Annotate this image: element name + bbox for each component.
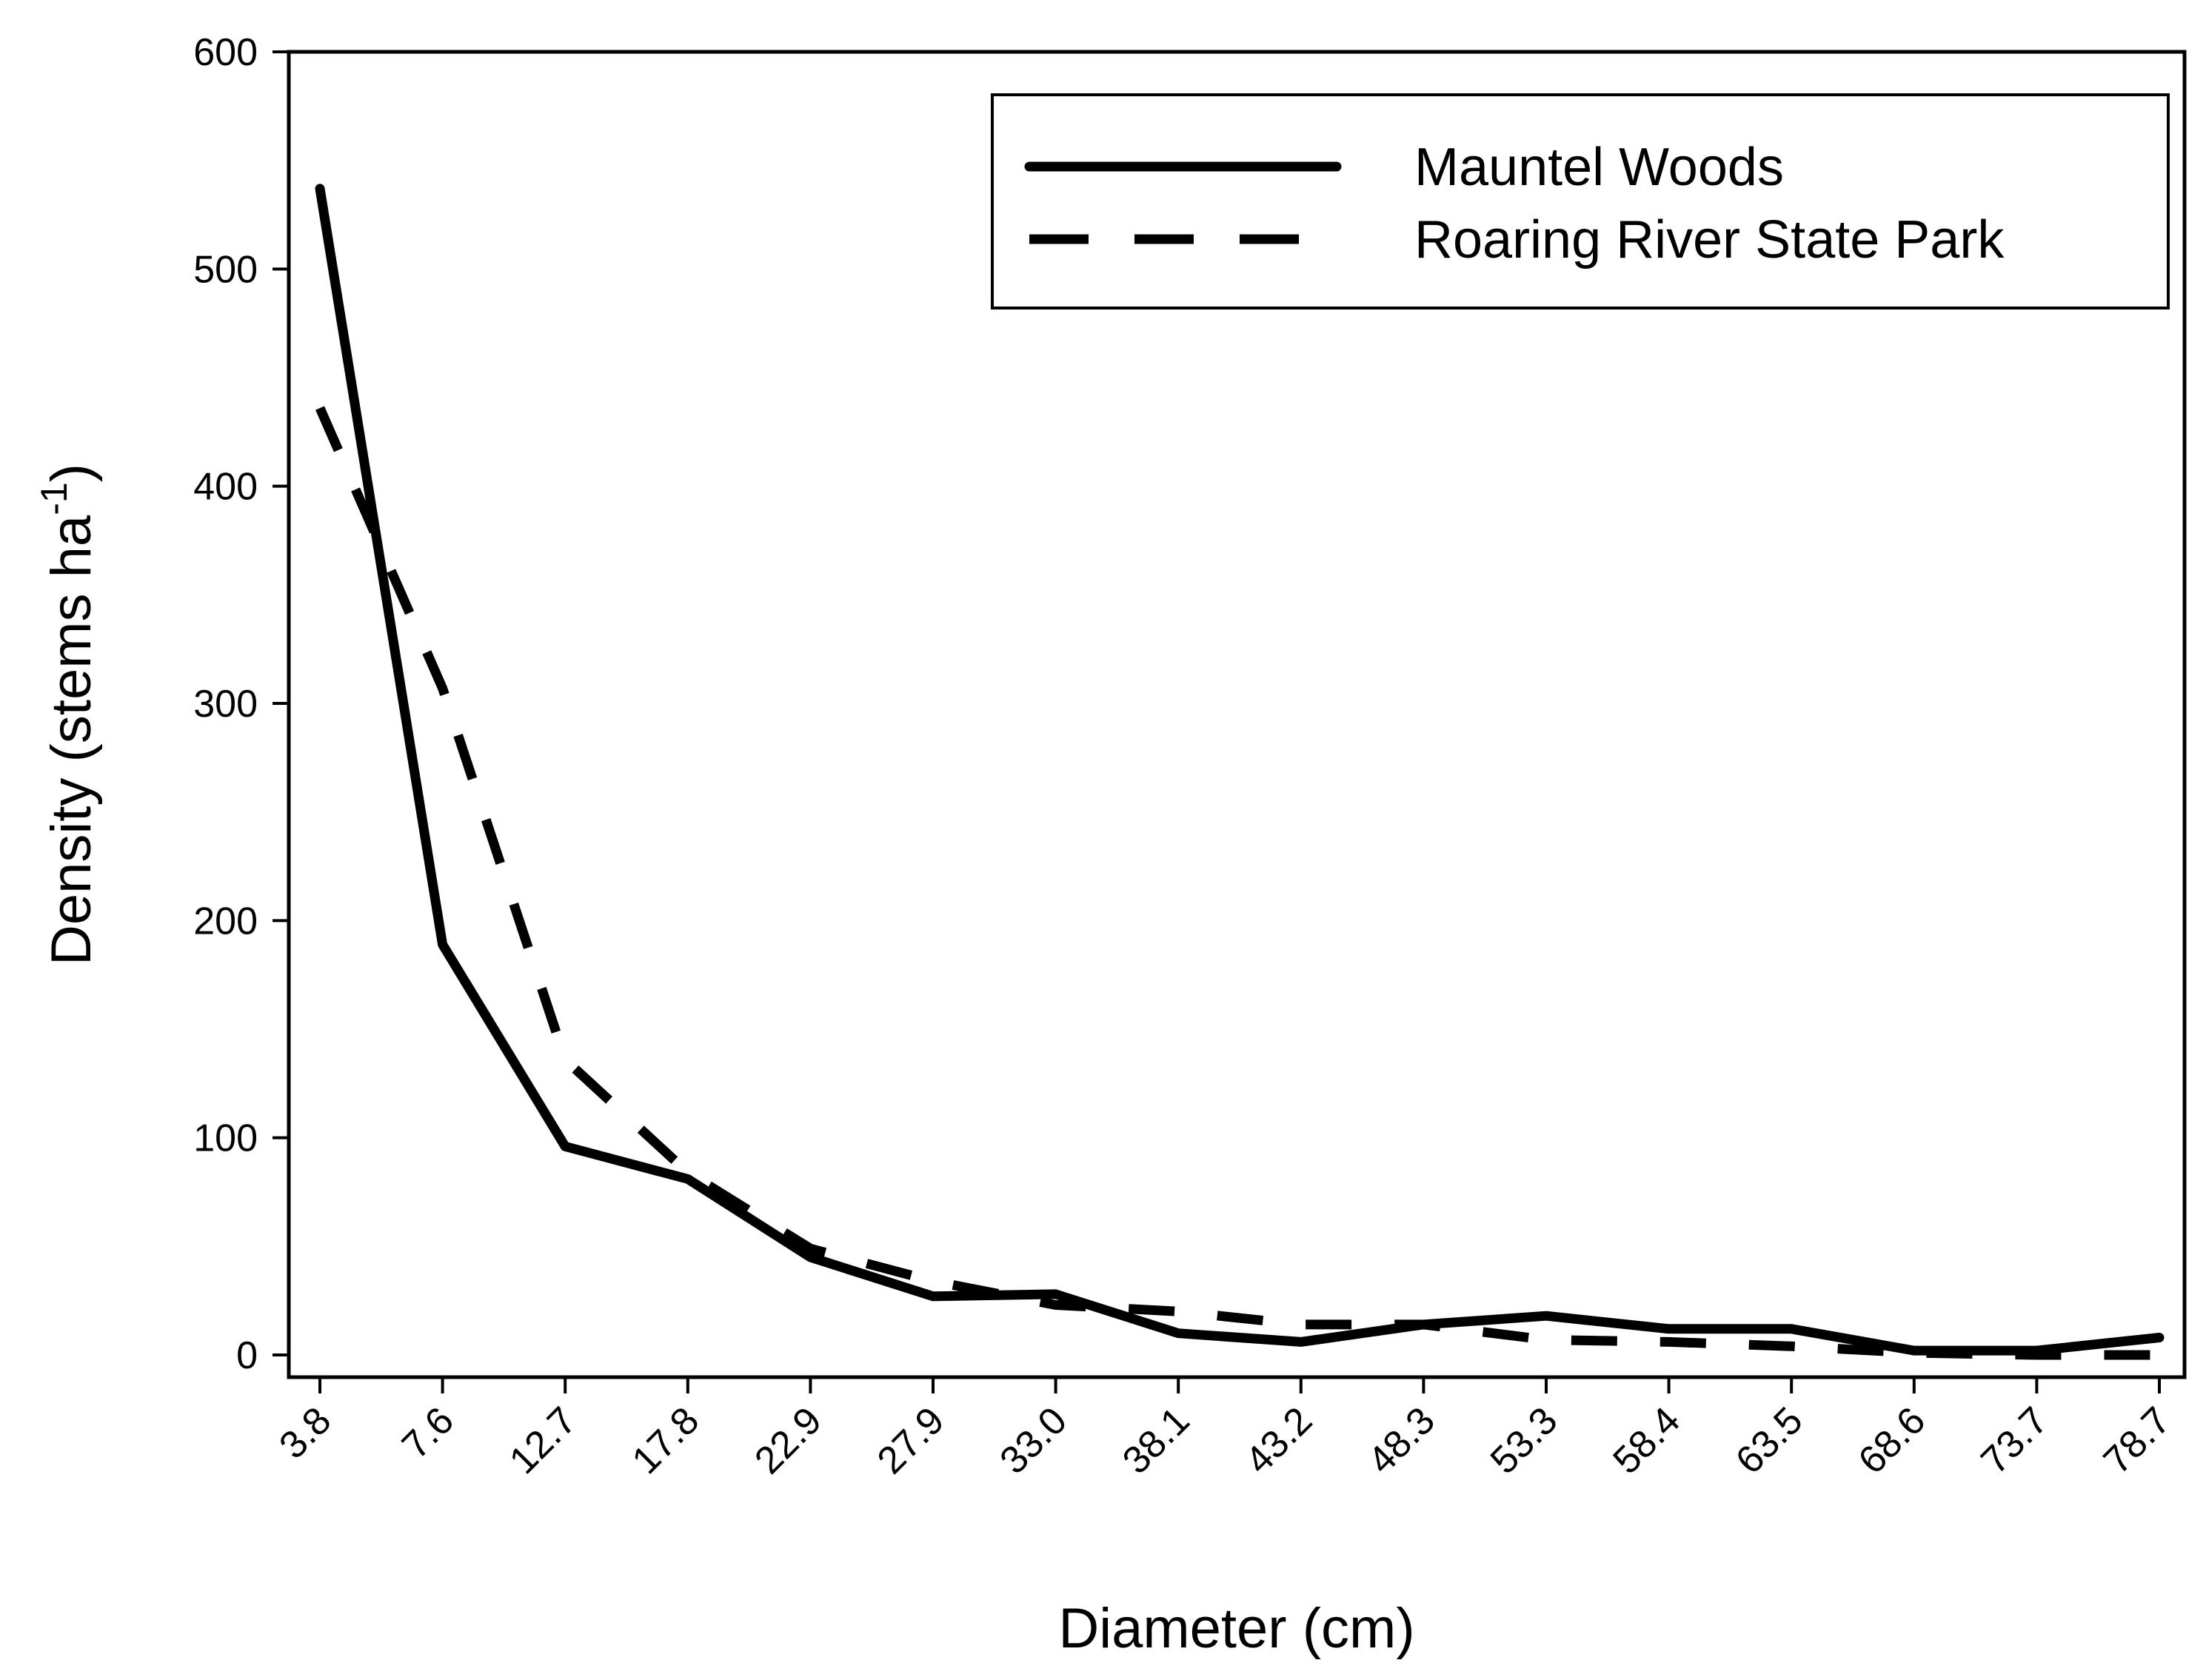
y-axis-title-superscript: -1 (33, 482, 75, 515)
x-tick-label: 12.7 (501, 1399, 585, 1482)
x-tick-label: 43.2 (1237, 1399, 1321, 1482)
legend-box (991, 93, 2170, 309)
x-tick-label: 22.9 (746, 1399, 830, 1482)
y-axis-title-main: Density (stems ha (40, 515, 103, 966)
y-tick-label: 300 (193, 683, 258, 726)
x-tick-label: 48.3 (1360, 1399, 1443, 1482)
y-tick-label: 600 (193, 31, 258, 74)
y-axis-title: Density (stems ha-1) (33, 463, 103, 966)
x-axis-title: Diameter (cm) (1058, 1597, 1414, 1660)
y-tick-label: 400 (193, 466, 258, 509)
x-tick-label: 78.7 (2096, 1399, 2179, 1482)
x-axis: 3.8 7.6 12.7 17.8 22.9 27.9 33.0 38.1 43.2 48.3 53… (271, 1377, 2179, 1482)
y-tick-label: 200 (193, 900, 258, 943)
legend: Mauntel Woods Roaring River State Park (991, 93, 2170, 309)
legend-label-mauntel-woods: Mauntel Woods (1414, 138, 1784, 197)
x-tick-label: 33.0 (992, 1399, 1076, 1482)
y-axis: 0 100 200 300 400 500 600 (193, 31, 289, 1377)
series-layer (315, 184, 2165, 1360)
x-tick-label: 68.6 (1851, 1399, 1934, 1482)
x-tick-label: 58.4 (1605, 1399, 1689, 1482)
y-axis-title-close: ) (40, 463, 103, 482)
x-tick-label: 63.5 (1728, 1399, 1811, 1482)
series-line-roaring-river-state-park (315, 406, 2159, 1360)
plot-frame (287, 50, 2187, 1379)
x-tick-label: 27.9 (869, 1399, 953, 1482)
x-tick-label: 53.3 (1483, 1399, 1566, 1482)
y-tick-label: 0 (236, 1334, 258, 1377)
legend-label-roaring-river-state-park: Roaring River State Park (1414, 210, 2005, 270)
x-tick-label: 38.1 (1114, 1399, 1198, 1482)
x-tick-label: 3.8 (271, 1399, 339, 1467)
y-tick-label: 100 (193, 1117, 258, 1160)
x-tick-label: 17.8 (624, 1399, 708, 1482)
x-tick-label: 7.6 (394, 1399, 462, 1467)
series-line-mauntel-woods (315, 184, 2165, 1356)
x-tick-label: 73.7 (1973, 1399, 2056, 1482)
y-tick-label: 500 (193, 248, 258, 291)
